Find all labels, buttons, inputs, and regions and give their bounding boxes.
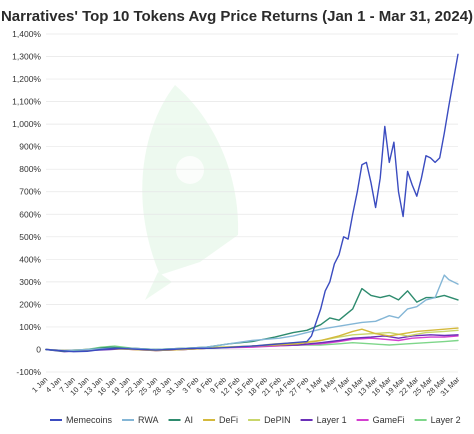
y-tick-label: 100% <box>19 322 41 332</box>
legend-label-layer-1: Layer 1 <box>317 415 347 425</box>
y-tick-label: 1,100% <box>12 97 41 107</box>
y-tick-label: 1,000% <box>12 119 41 129</box>
chart-title: Narratives' Top 10 Tokens Avg Price Retu… <box>1 8 473 25</box>
y-tick-label: 1,300% <box>12 52 41 62</box>
y-tick-label: -100% <box>16 367 41 377</box>
y-tick-label: 300% <box>19 277 41 287</box>
y-tick-label: 700% <box>19 187 41 197</box>
y-tick-label: 200% <box>19 299 41 309</box>
watermark-rocket-icon <box>142 85 239 300</box>
legend-label-ai: AI <box>185 415 194 425</box>
series-line-memecoins <box>45 53 459 353</box>
legend-label-layer-2: Layer 2 <box>431 415 461 425</box>
legend: Memecoins RWA AI DeFi DePIN Layer 1 GameFi Laye… <box>50 415 461 425</box>
legend-label-rwa: RWA <box>138 415 159 425</box>
legend-label-gamefi: GameFi <box>373 415 405 425</box>
grid-lines <box>46 33 458 373</box>
legend-label-memecoins: Memecoins <box>66 415 113 425</box>
y-tick-label: 600% <box>19 209 41 219</box>
y-tick-label: 900% <box>19 142 41 152</box>
y-tick-label: 500% <box>19 232 41 242</box>
y-axis-ticks: -100% 0 100% 200% 300% 400% 500% 600% 700% 800% 90… <box>12 29 41 377</box>
series-lines <box>45 53 459 353</box>
y-tick-label: 400% <box>19 254 41 264</box>
series-line-ai <box>45 287 459 352</box>
series-line-rwa <box>45 274 459 352</box>
y-tick-label: 0 <box>36 344 41 354</box>
y-tick-label: 1,400% <box>12 29 41 39</box>
legend-label-defi: DeFi <box>219 415 238 425</box>
legend-label-depin: DePIN <box>264 415 291 425</box>
y-tick-label: 1,200% <box>12 74 41 84</box>
y-tick-label: 800% <box>19 164 41 174</box>
